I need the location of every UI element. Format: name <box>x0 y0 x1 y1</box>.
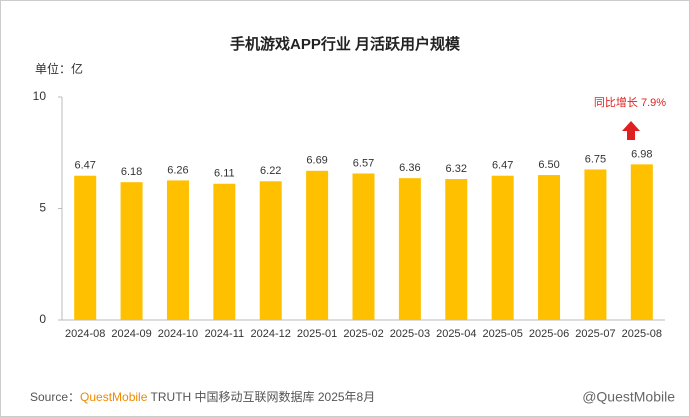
value-label: 6.75 <box>585 153 606 165</box>
value-label: 6.47 <box>74 160 95 172</box>
watermark: @QuestMobile <box>582 389 675 405</box>
value-label: 6.32 <box>446 163 467 175</box>
bar <box>491 175 514 320</box>
value-label: 6.69 <box>306 155 327 167</box>
source-label: Source： <box>30 390 80 404</box>
bar <box>306 170 329 320</box>
x-tick-label: 2025-06 <box>529 328 569 340</box>
source-brand: QuestMobile <box>80 390 148 404</box>
value-label: 6.11 <box>214 168 235 180</box>
source-text: TRUTH 中国移动互联网数据库 2025年8月 <box>151 389 376 404</box>
value-label: 6.22 <box>260 165 281 177</box>
x-tick-label: 2025-02 <box>343 328 383 340</box>
value-label: 6.57 <box>353 157 374 169</box>
x-tick-label: 2024-08 <box>65 328 105 340</box>
bar <box>538 175 561 320</box>
bar <box>398 178 421 320</box>
bar <box>352 173 375 320</box>
value-label: 6.18 <box>121 166 142 178</box>
x-tick-label: 2025-04 <box>436 328 476 340</box>
x-tick-label: 2025-05 <box>482 328 522 340</box>
value-label: 6.36 <box>399 162 420 174</box>
value-label: 6.47 <box>492 160 513 172</box>
unit-label: 单位：亿 <box>35 61 83 76</box>
up-arrow <box>622 121 640 140</box>
value-label: 6.50 <box>538 159 559 171</box>
bar <box>166 180 189 320</box>
x-tick-label: 2025-03 <box>390 328 430 340</box>
x-tick-label: 2024-11 <box>205 328 245 340</box>
chart-title: 手机游戏APP行业 月活跃用户规模 <box>230 35 461 53</box>
x-tick-label: 2024-12 <box>251 328 291 340</box>
y-tick-label: 0 <box>39 312 46 326</box>
bar <box>74 175 97 320</box>
bar <box>120 182 143 320</box>
y-tick-label: 5 <box>39 201 46 215</box>
bar <box>445 179 468 320</box>
bar <box>630 164 653 320</box>
bar <box>584 169 607 320</box>
value-label: 6.98 <box>631 148 652 160</box>
x-tick-label: 2025-07 <box>575 328 615 340</box>
x-tick-label: 2024-10 <box>158 328 198 340</box>
source-label: Source：QuestMobile TRUTH 中国移动互联网数据库 2025… <box>30 389 375 404</box>
y-tick-label: 10 <box>33 89 47 103</box>
x-tick-label: 2024-09 <box>111 328 151 340</box>
x-tick-label: 2025-08 <box>622 328 662 340</box>
bar <box>213 183 236 320</box>
bar <box>259 181 282 320</box>
value-label: 6.26 <box>167 164 188 176</box>
annotation: 同比增长 7.9% <box>594 95 666 109</box>
x-tick-label: 2025-01 <box>297 328 337 340</box>
